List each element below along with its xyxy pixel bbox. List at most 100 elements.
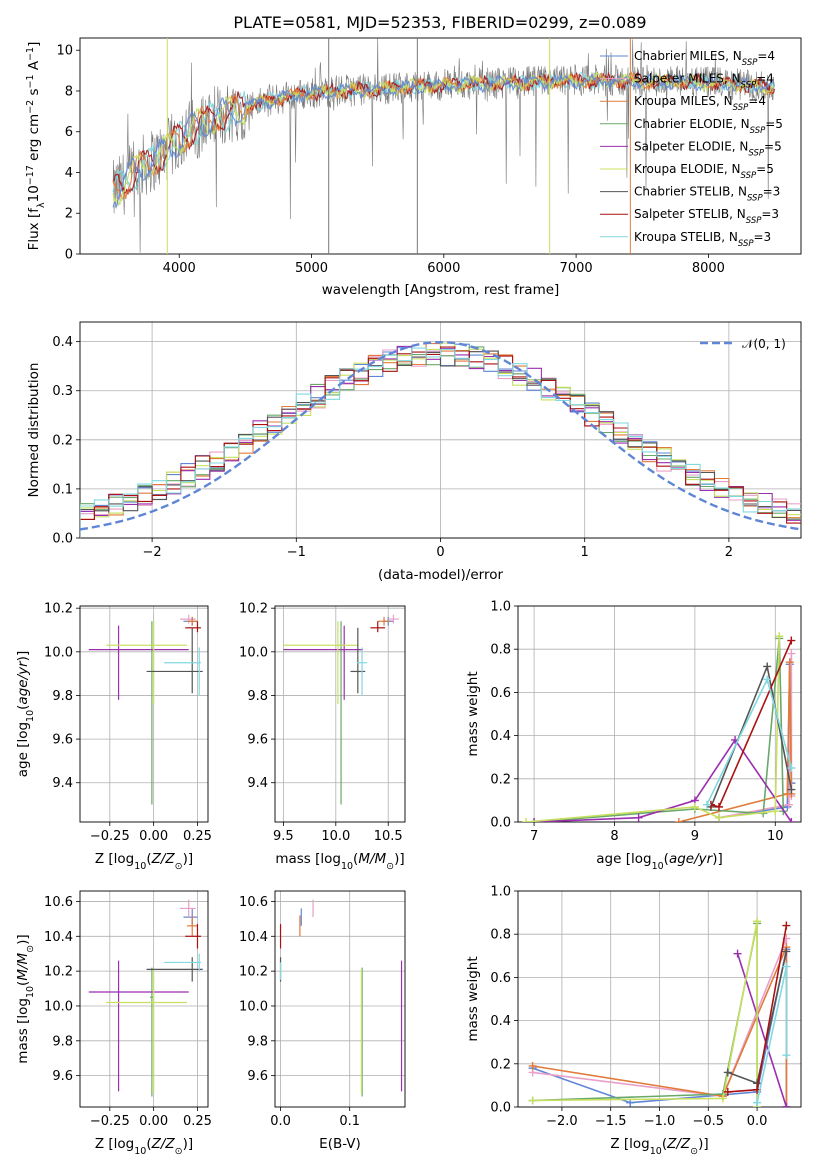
y-tick-label: 0.1 [52,482,73,497]
age_vs_Z-errorbars [88,614,203,805]
y-tick-label: 9.6 [247,733,268,748]
x-tick-label: 0.00 [139,829,168,844]
residuals-xlabel: (data-model)/error [378,567,504,583]
weight_vs_Z-ylabel: mass weight [465,956,481,1041]
weight-marker [787,649,796,658]
x-tick-label: −2.0 [546,1114,578,1129]
figure-title: PLATE=0581, MJD=52353, FIBERID=0299, z=0… [233,13,646,32]
age_vs_mass-errorbars [283,614,399,805]
weight-marker [775,632,784,641]
weight-marker [733,949,742,958]
legend-entry: Chabrier ELODIE, NSSP=5 [634,117,783,136]
y-tick-label: 9.6 [52,1069,73,1084]
x-tick-label: 9.5 [273,829,294,844]
y-tick-label: 6 [65,125,73,140]
y-tick-label: 0.0 [52,532,73,547]
y-tick-label: 10.4 [239,930,268,945]
weight-marker [702,800,711,809]
y-tick-label: 9.8 [247,1034,268,1049]
weight-marker [784,800,793,809]
x-tick-label: 0.00 [139,1114,168,1129]
legend-entry: 𝒩(0, 1) [742,337,786,351]
y-tick-label: 0.8 [490,643,511,658]
weight-marker [634,813,643,822]
x-tick-label: 0 [436,545,444,560]
y-tick-label: 10.4 [44,930,73,945]
residuals-histograms [80,340,801,538]
weight-marker [782,947,791,956]
weight-marker [782,962,791,971]
y-tick-label: 0.4 [490,1014,511,1029]
y-tick-label: 9.4 [247,776,268,791]
model-spectrum-kroupa-miles [112,70,775,200]
y-tick-label: 10.0 [239,999,268,1014]
x-tick-label: 10.0 [321,829,350,844]
y-tick-label: 0.4 [52,335,73,350]
mass_vs_ebv-axes: 0.0 0.1 9.6 9.8 10.0 10.2 10.4 10.6 E(B-V) [239,890,406,1152]
age_vs_mass-xlabel: mass [log10(M/M⊙)] [275,851,404,872]
legend-entry: Salpeter STELIB, NSSP=3 [634,207,779,226]
x-tick-label: 0.0 [747,1114,768,1129]
y-tick-label: 0.8 [490,928,511,943]
x-tick-label: 7 [530,829,538,844]
y-tick-label: 0.0 [490,1101,511,1116]
weight-marker [763,662,772,671]
y-tick-label: 0.2 [52,433,73,448]
legend-entry: Kroupa STELIB, NSSP=3 [634,230,771,249]
x-tick-label: 6000 [427,261,460,276]
mass_vs_ebv-errorbars [279,899,403,1097]
weight-marker [723,1087,732,1096]
mass_vs_Z-axes: −0.25 0.00 0.25 9.6 9.8 10.0 10.2 10.4 10.6 Z [lo… [15,890,212,1157]
weight_vs_Z-axes: −2.0 −1.5 −1.0 −0.5 0.0 0.0 0.2 0.4 0.6 0.8 1.0 Z [… [465,885,802,1157]
x-tick-label: 4000 [163,261,196,276]
weight-marker [787,764,796,772]
weight-marker [782,921,791,930]
mass_vs_Z-xlabel: Z [log10(Z/Z⊙)] [95,1136,193,1157]
y-tick-label: 1.0 [490,600,511,615]
spectrum-traces [112,38,776,254]
x-tick-label: 10.5 [374,829,403,844]
x-tick-label: −0.25 [90,829,130,844]
spectrum-xlabel: wavelength [Angstrom, rest frame] [322,282,560,298]
weight-line-kroupa-elodie [532,921,758,1107]
weight-marker [528,1061,537,1070]
weight-line-salpeter-elodie [736,953,788,1107]
legend-entry: Kroupa ELODIE, NSSP=5 [634,162,774,181]
legend-entry: Chabrier MILES, NSSP=4 [634,49,775,68]
y-tick-label: 4 [65,166,73,181]
weight-marker [690,802,699,811]
x-tick-label: −1 [287,545,306,560]
y-tick-label: 9.6 [247,1069,268,1084]
y-tick-label: 10.0 [239,645,268,660]
x-tick-label: 0.25 [183,829,212,844]
y-tick-label: 1.0 [490,885,511,900]
y-tick-label: 10.0 [44,645,73,660]
y-tick-label: 10.0 [44,999,73,1014]
weight-marker [782,1051,791,1060]
y-tick-label: 10.2 [239,602,268,617]
spectrum-frame [79,37,802,255]
weight-marker [787,785,796,794]
x-tick-label: 9 [691,829,699,844]
age_vs_Z-axes: −0.25 0.00 0.25 9.4 9.6 9.8 10.0 10.2 Z [log10(Z… [15,602,212,872]
y-tick-label: 2 [65,207,73,222]
y-tick-label: 9.8 [52,689,73,704]
weight-marker [674,818,683,822]
weight_vs_age-axes: 7 8 9 10 0.0 0.2 0.4 0.6 0.8 1.0 age [log10(age/yr… [465,600,802,872]
x-tick-label: 0.25 [183,1114,212,1129]
weight-line-kroupa-miles [678,662,793,822]
age_vs_mass-axes: 9.5 10.0 10.5 9.4 9.6 9.8 10.0 10.2 mass [log10(… [239,602,406,872]
x-tick-label: 8000 [692,261,725,276]
weight-marker [785,658,794,667]
x-tick-label: −1.5 [595,1114,627,1129]
weight_vs_age-ylabel: mass weight [465,671,481,756]
weight-marker [763,675,772,684]
y-tick-label: 0.0 [490,816,511,831]
legend-entry: Salpeter ELODIE, NSSP=5 [634,139,782,158]
weight_vs_Z-lines [528,917,791,1107]
spectrum-legend: Chabrier MILES, NSSP=4 Salpeter MILES, NS… [600,49,783,249]
weight-marker [787,636,796,645]
y-tick-label: 0.2 [490,772,511,787]
x-tick-label: 10 [767,829,784,844]
age_vs_Z-ylabel: age [log10(age/yr)] [15,651,36,777]
